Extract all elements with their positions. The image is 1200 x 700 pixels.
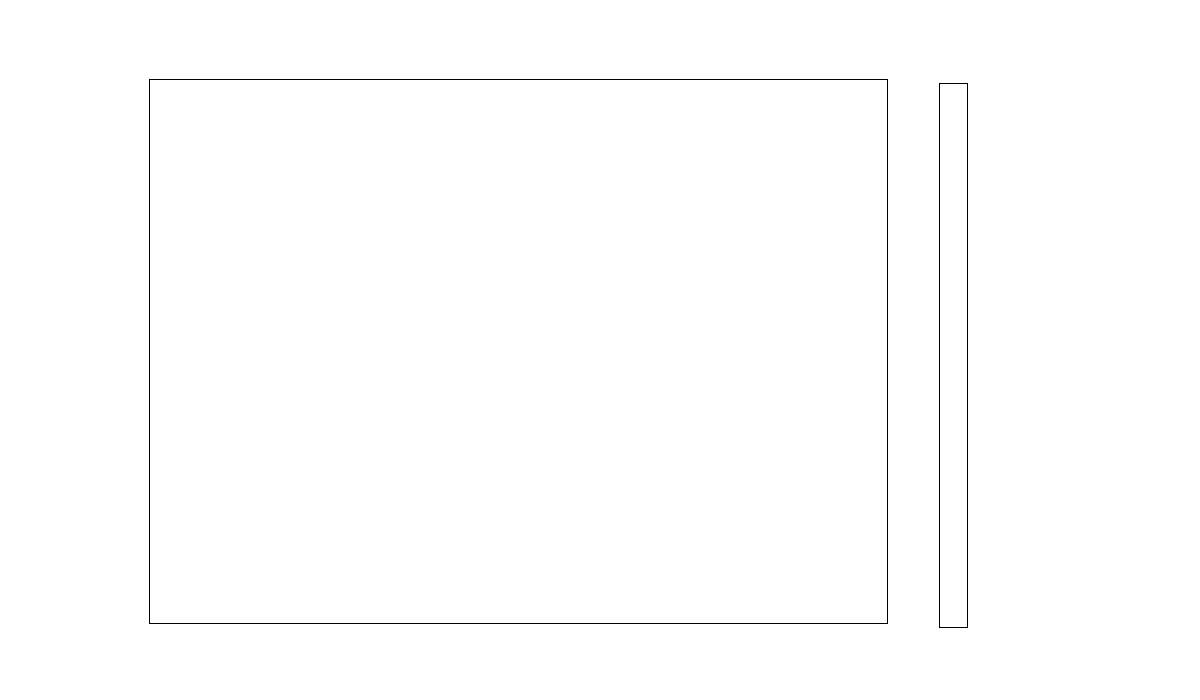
colorbar (940, 84, 967, 627)
field-heatmap-canvas (150, 80, 887, 623)
plot-area (150, 80, 887, 623)
